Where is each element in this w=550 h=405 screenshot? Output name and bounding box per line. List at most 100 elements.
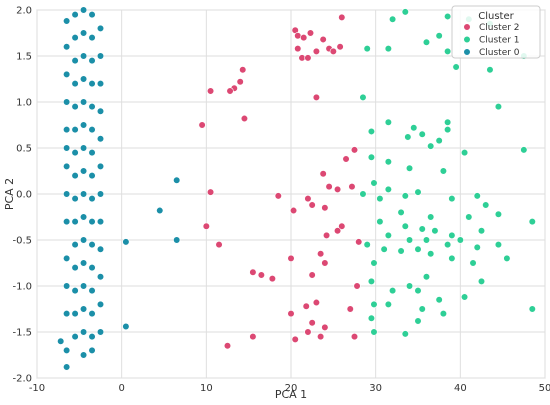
data-point-cluster-1 [494,241,503,249]
data-point-cluster-0 [71,241,79,249]
data-point-cluster-0 [79,167,88,175]
data-point-cluster-0 [173,236,181,244]
x-tick-label: 10 [200,383,213,394]
data-point-cluster-2 [274,192,282,200]
legend-label-cluster-0: Cluster 0 [479,48,520,58]
data-point-cluster-2 [338,13,346,21]
data-point-cluster-0 [122,238,130,246]
data-point-cluster-0 [88,287,96,295]
data-point-cluster-2 [298,54,306,62]
data-point-cluster-1 [456,236,464,244]
data-points [57,6,536,371]
data-point-cluster-0 [88,264,96,272]
data-point-cluster-1 [404,133,412,141]
data-point-cluster-2 [355,238,363,246]
data-point-cluster-0 [88,126,96,134]
data-point-cluster-2 [304,328,312,336]
data-point-cluster-2 [333,227,342,235]
data-point-cluster-1 [359,190,367,198]
data-point-cluster-1 [418,305,426,313]
data-point-cluster-1 [370,179,378,187]
data-point-cluster-0 [88,33,96,42]
data-point-cluster-2 [287,310,295,318]
y-tick-label: 2.0 [16,6,32,17]
data-point-cluster-0 [96,273,105,281]
data-point-cluster-1 [460,293,469,301]
data-point-cluster-0 [79,6,88,14]
data-point-cluster-2 [206,87,215,95]
y-tick-label: -2.0 [12,374,32,385]
data-point-cluster-0 [63,98,71,106]
data-point-cluster-1 [494,210,503,218]
data-point-cluster-1 [452,63,460,71]
data-point-cluster-1 [439,167,448,175]
data-point-cluster-1 [405,164,414,172]
data-point-cluster-0 [71,56,79,65]
data-point-cluster-0 [71,102,79,111]
data-point-cluster-0 [79,351,88,359]
data-point-cluster-1 [376,195,384,203]
data-point-cluster-2 [308,271,316,279]
data-point-cluster-0 [79,29,88,37]
legend-marker-cluster-2 [463,23,471,31]
data-point-cluster-0 [63,218,71,226]
data-point-cluster-2 [223,342,232,350]
legend-label-cluster-2: Cluster 2 [479,23,520,33]
data-point-cluster-0 [96,300,105,309]
data-point-cluster-1 [435,137,443,145]
data-point-cluster-1 [367,314,376,322]
data-point-cluster-2 [289,206,298,215]
data-point-cluster-0 [88,218,96,226]
data-point-cluster-0 [96,107,105,115]
data-point-cluster-0 [96,162,105,170]
data-point-cluster-2 [308,201,316,209]
data-point-cluster-0 [88,56,96,65]
data-point-cluster-0 [79,144,88,152]
data-point-cluster-1 [370,300,378,309]
data-point-cluster-0 [71,264,79,272]
data-point-cluster-0 [71,10,79,19]
data-point-cluster-2 [287,254,295,262]
data-point-cluster-0 [63,144,71,152]
data-point-cluster-1 [494,102,503,111]
data-point-cluster-2 [304,195,312,203]
data-point-cluster-0 [96,328,105,336]
data-point-cluster-1 [422,273,431,281]
data-point-cluster-1 [477,277,486,286]
data-point-cluster-1 [418,225,426,233]
data-point-cluster-2 [257,271,265,279]
data-point-cluster-0 [71,310,79,318]
legend-box [451,5,541,59]
data-point-cluster-2 [294,45,302,53]
data-point-cluster-0 [173,176,181,184]
legend-marker-cluster-1 [463,35,471,44]
data-point-cluster-0 [71,126,79,134]
data-point-cluster-0 [63,43,71,51]
data-point-cluster-1 [405,236,414,244]
data-point-cluster-0 [79,328,88,336]
data-point-cluster-2 [342,155,350,163]
data-point-cluster-1 [444,12,452,21]
data-point-cluster-0 [122,322,130,331]
data-point-cluster-1 [414,317,422,325]
y-tick-label: -1.5 [12,328,32,339]
data-point-cluster-0 [88,172,96,180]
legend: Cluster Cluster 2 Cluster 1 Cluster 0 [451,5,541,59]
data-point-cluster-1 [422,38,431,46]
data-point-cluster-0 [88,333,96,341]
data-point-cluster-1 [418,130,426,138]
data-point-cluster-0 [96,79,105,88]
data-point-cluster-1 [427,213,435,221]
data-point-cluster-1 [367,153,376,161]
data-point-cluster-0 [71,333,79,341]
data-point-cluster-2 [291,335,299,343]
data-point-cluster-1 [370,328,378,336]
data-point-cluster-1 [460,149,469,157]
data-point-cluster-1 [431,227,439,235]
data-point-cluster-0 [156,206,164,215]
data-point-cluster-1 [465,213,473,221]
legend-label-cluster-1: Cluster 1 [479,36,520,46]
data-point-cluster-1 [414,287,422,295]
data-point-cluster-2 [240,114,249,123]
